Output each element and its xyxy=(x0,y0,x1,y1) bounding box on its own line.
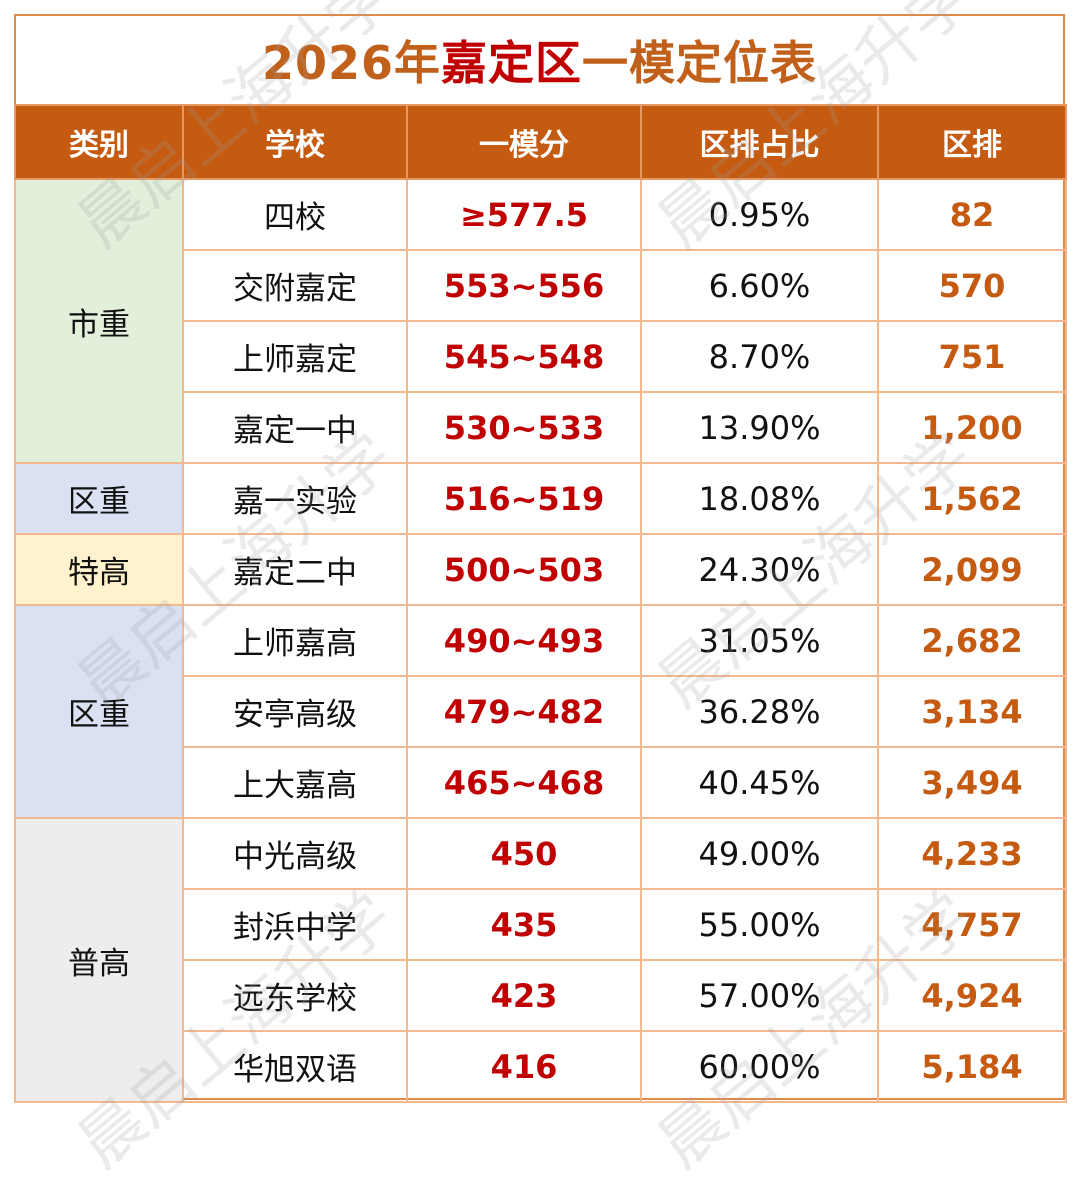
table-row: 远东学校 423 57.00% 4,924 xyxy=(15,959,1067,1032)
score-cell: 500~503 xyxy=(406,533,642,606)
title-year: 2026年 xyxy=(261,36,442,90)
rank-cell: 4,757 xyxy=(877,888,1067,961)
title-district: 嘉定区 xyxy=(441,36,583,90)
rank-cell: 5,184 xyxy=(877,1030,1067,1103)
rank-percent-cell: 13.90% xyxy=(640,391,879,464)
header-school: 学校 xyxy=(182,104,408,180)
table-row: 区重 嘉一实验 516~519 18.08% 1,562 xyxy=(14,462,1067,535)
score-cell: 490~493 xyxy=(406,604,642,677)
table-row: 特高 嘉定二中 500~503 24.30% 2,099 xyxy=(14,533,1067,606)
score-cell: 435 xyxy=(406,888,642,961)
school-cell: 上师嘉定 xyxy=(182,320,408,393)
category-cell: 市重 xyxy=(14,178,184,464)
school-cell: 交附嘉定 xyxy=(182,249,408,322)
positioning-table: 类别 学校 一模分 区排占比 区排 市重 四校 ≥577.5 0.95% 82 … xyxy=(14,104,1067,1103)
rank-percent-cell: 49.00% xyxy=(640,817,879,890)
score-cell: 423 xyxy=(406,959,642,1032)
rank-percent-cell: 18.08% xyxy=(640,462,879,535)
table-row: 华旭双语 416 60.00% 5,184 xyxy=(15,1030,1067,1103)
school-cell: 远东学校 xyxy=(182,959,408,1032)
score-cell: 465~468 xyxy=(406,746,642,819)
header-rank: 区排 xyxy=(877,104,1067,180)
score-cell: 553~556 xyxy=(406,249,642,322)
rank-cell: 3,494 xyxy=(877,746,1067,819)
rank-percent-cell: 36.28% xyxy=(640,675,879,748)
table-row: 市重 四校 ≥577.5 0.95% 82 xyxy=(14,178,1067,464)
table-row: 安亭高级 479~482 36.28% 3,134 xyxy=(15,675,1067,748)
category-cell: 普高 xyxy=(14,817,184,1103)
rank-cell: 570 xyxy=(877,249,1067,322)
category-cell: 特高 xyxy=(14,533,184,606)
page-title: 2026年 嘉定区 一模定位表 xyxy=(16,16,1063,104)
score-cell: 416 xyxy=(406,1030,642,1103)
rank-percent-cell: 57.00% xyxy=(640,959,879,1032)
school-cell: 封浜中学 xyxy=(182,888,408,961)
rank-cell: 2,682 xyxy=(877,604,1067,677)
table-header-row: 类别 学校 一模分 区排占比 区排 xyxy=(14,104,1067,180)
school-cell: 上师嘉高 xyxy=(182,604,408,677)
rank-percent-cell: 55.00% xyxy=(640,888,879,961)
rank-percent-cell: 6.60% xyxy=(640,249,879,322)
rank-cell: 1,200 xyxy=(877,391,1067,464)
school-cell: 嘉定二中 xyxy=(182,533,408,606)
table-row: 封浜中学 435 55.00% 4,757 xyxy=(15,888,1067,961)
score-cell: ≥577.5 xyxy=(406,178,642,251)
rank-cell: 751 xyxy=(877,320,1067,393)
header-category: 类别 xyxy=(14,104,184,180)
school-cell: 四校 xyxy=(182,178,408,251)
title-suffix: 一模定位表 xyxy=(582,36,818,90)
rank-cell: 4,924 xyxy=(877,959,1067,1032)
school-cell: 中光高级 xyxy=(182,817,408,890)
table-row: 嘉定一中 530~533 13.90% 1,200 xyxy=(15,391,1067,464)
school-cell: 嘉定一中 xyxy=(182,391,408,464)
rank-cell: 3,134 xyxy=(877,675,1067,748)
score-cell: 530~533 xyxy=(406,391,642,464)
rank-percent-cell: 31.05% xyxy=(640,604,879,677)
category-cell: 区重 xyxy=(14,462,184,535)
score-cell: 479~482 xyxy=(406,675,642,748)
table-row: 上师嘉定 545~548 8.70% 751 xyxy=(15,320,1067,393)
table-row: 普高 中光高级 450 49.00% 4,233 xyxy=(14,817,1067,1103)
category-cell: 区重 xyxy=(14,604,184,819)
score-cell: 516~519 xyxy=(406,462,642,535)
rank-percent-cell: 40.45% xyxy=(640,746,879,819)
school-cell: 上大嘉高 xyxy=(182,746,408,819)
rank-percent-cell: 24.30% xyxy=(640,533,879,606)
header-rank-percent: 区排占比 xyxy=(640,104,879,180)
table-row: 上大嘉高 465~468 40.45% 3,494 xyxy=(15,746,1067,819)
rank-cell: 82 xyxy=(877,178,1067,251)
rank-cell: 4,233 xyxy=(877,817,1067,890)
score-cell: 545~548 xyxy=(406,320,642,393)
table-row: 交附嘉定 553~556 6.60% 570 xyxy=(15,249,1067,322)
school-cell: 华旭双语 xyxy=(182,1030,408,1103)
rank-percent-cell: 8.70% xyxy=(640,320,879,393)
table-row: 区重 上师嘉高 490~493 31.05% 2,682 xyxy=(14,604,1067,819)
rank-cell: 1,562 xyxy=(877,462,1067,535)
school-cell: 嘉一实验 xyxy=(182,462,408,535)
rank-percent-cell: 60.00% xyxy=(640,1030,879,1103)
header-score: 一模分 xyxy=(406,104,642,180)
school-cell: 安亭高级 xyxy=(182,675,408,748)
positioning-table-sheet: 2026年 嘉定区 一模定位表 类别 学校 一模分 区排占比 区排 市重 四校 ≥5… xyxy=(14,14,1067,1103)
rank-cell: 2,099 xyxy=(877,533,1067,606)
score-cell: 450 xyxy=(406,817,642,890)
rank-percent-cell: 0.95% xyxy=(640,178,879,251)
